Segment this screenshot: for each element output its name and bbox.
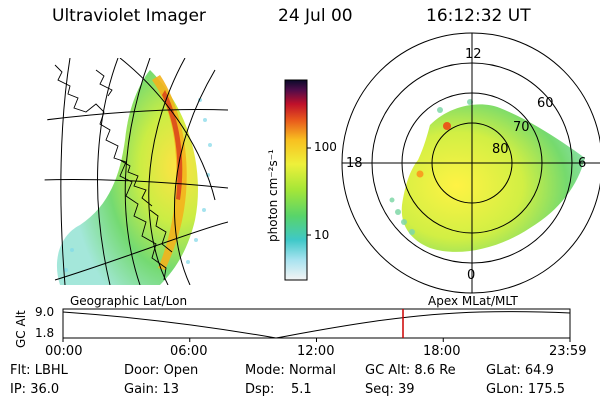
xtick-1200: 12:00 <box>297 344 335 359</box>
mlt-label-12: 12 <box>465 47 482 62</box>
info-glon: GLon: 175.5 <box>486 382 566 397</box>
xtick-2359: 23:59 <box>549 344 587 359</box>
xtick-0000: 00:00 <box>45 344 83 359</box>
altitude-ytick-top: 9.0 <box>35 305 55 319</box>
altitude-ylabel: GC Alt <box>14 310 28 348</box>
geographic-panel-label: Geographic Lat/Lon <box>70 294 188 308</box>
colorbar-tick-10: 10 <box>314 228 330 242</box>
observation-date: 24 Jul 00 <box>278 6 353 26</box>
mlt-label-18: 18 <box>346 156 363 171</box>
colorbar-tick-100: 100 <box>314 140 337 154</box>
altitude-ytick-bottom: 1.8 <box>35 326 55 340</box>
info-gain: Gain: 13 <box>124 382 179 397</box>
apex-panel-label: Apex MLat/MLT <box>428 294 518 308</box>
mlt-label-0: 0 <box>467 268 476 283</box>
info-gc-alt: GC Alt: 8.6 Re <box>365 363 456 378</box>
info-glat: GLat: 64.9 <box>486 363 554 378</box>
info-seq: Seq: 39 <box>365 382 415 397</box>
info-flt: Flt: LBHL <box>10 363 68 378</box>
mlat-label-70: 70 <box>513 120 530 135</box>
mlt-label-6: 6 <box>578 156 587 171</box>
xtick-1800: 18:00 <box>423 344 461 359</box>
xtick-0600: 06:00 <box>170 344 208 359</box>
instrument-title: Ultraviolet Imager <box>52 6 206 26</box>
info-dsp: Dsp: 5.1 <box>245 382 312 397</box>
mlat-label-60: 60 <box>537 96 554 111</box>
info-ip: IP: 36.0 <box>10 382 60 397</box>
info-door: Door: Open <box>124 363 199 378</box>
observation-time: 16:12:32 UT <box>426 6 531 26</box>
info-mode: Mode: Normal <box>245 363 336 378</box>
mlat-label-80: 80 <box>492 142 509 157</box>
